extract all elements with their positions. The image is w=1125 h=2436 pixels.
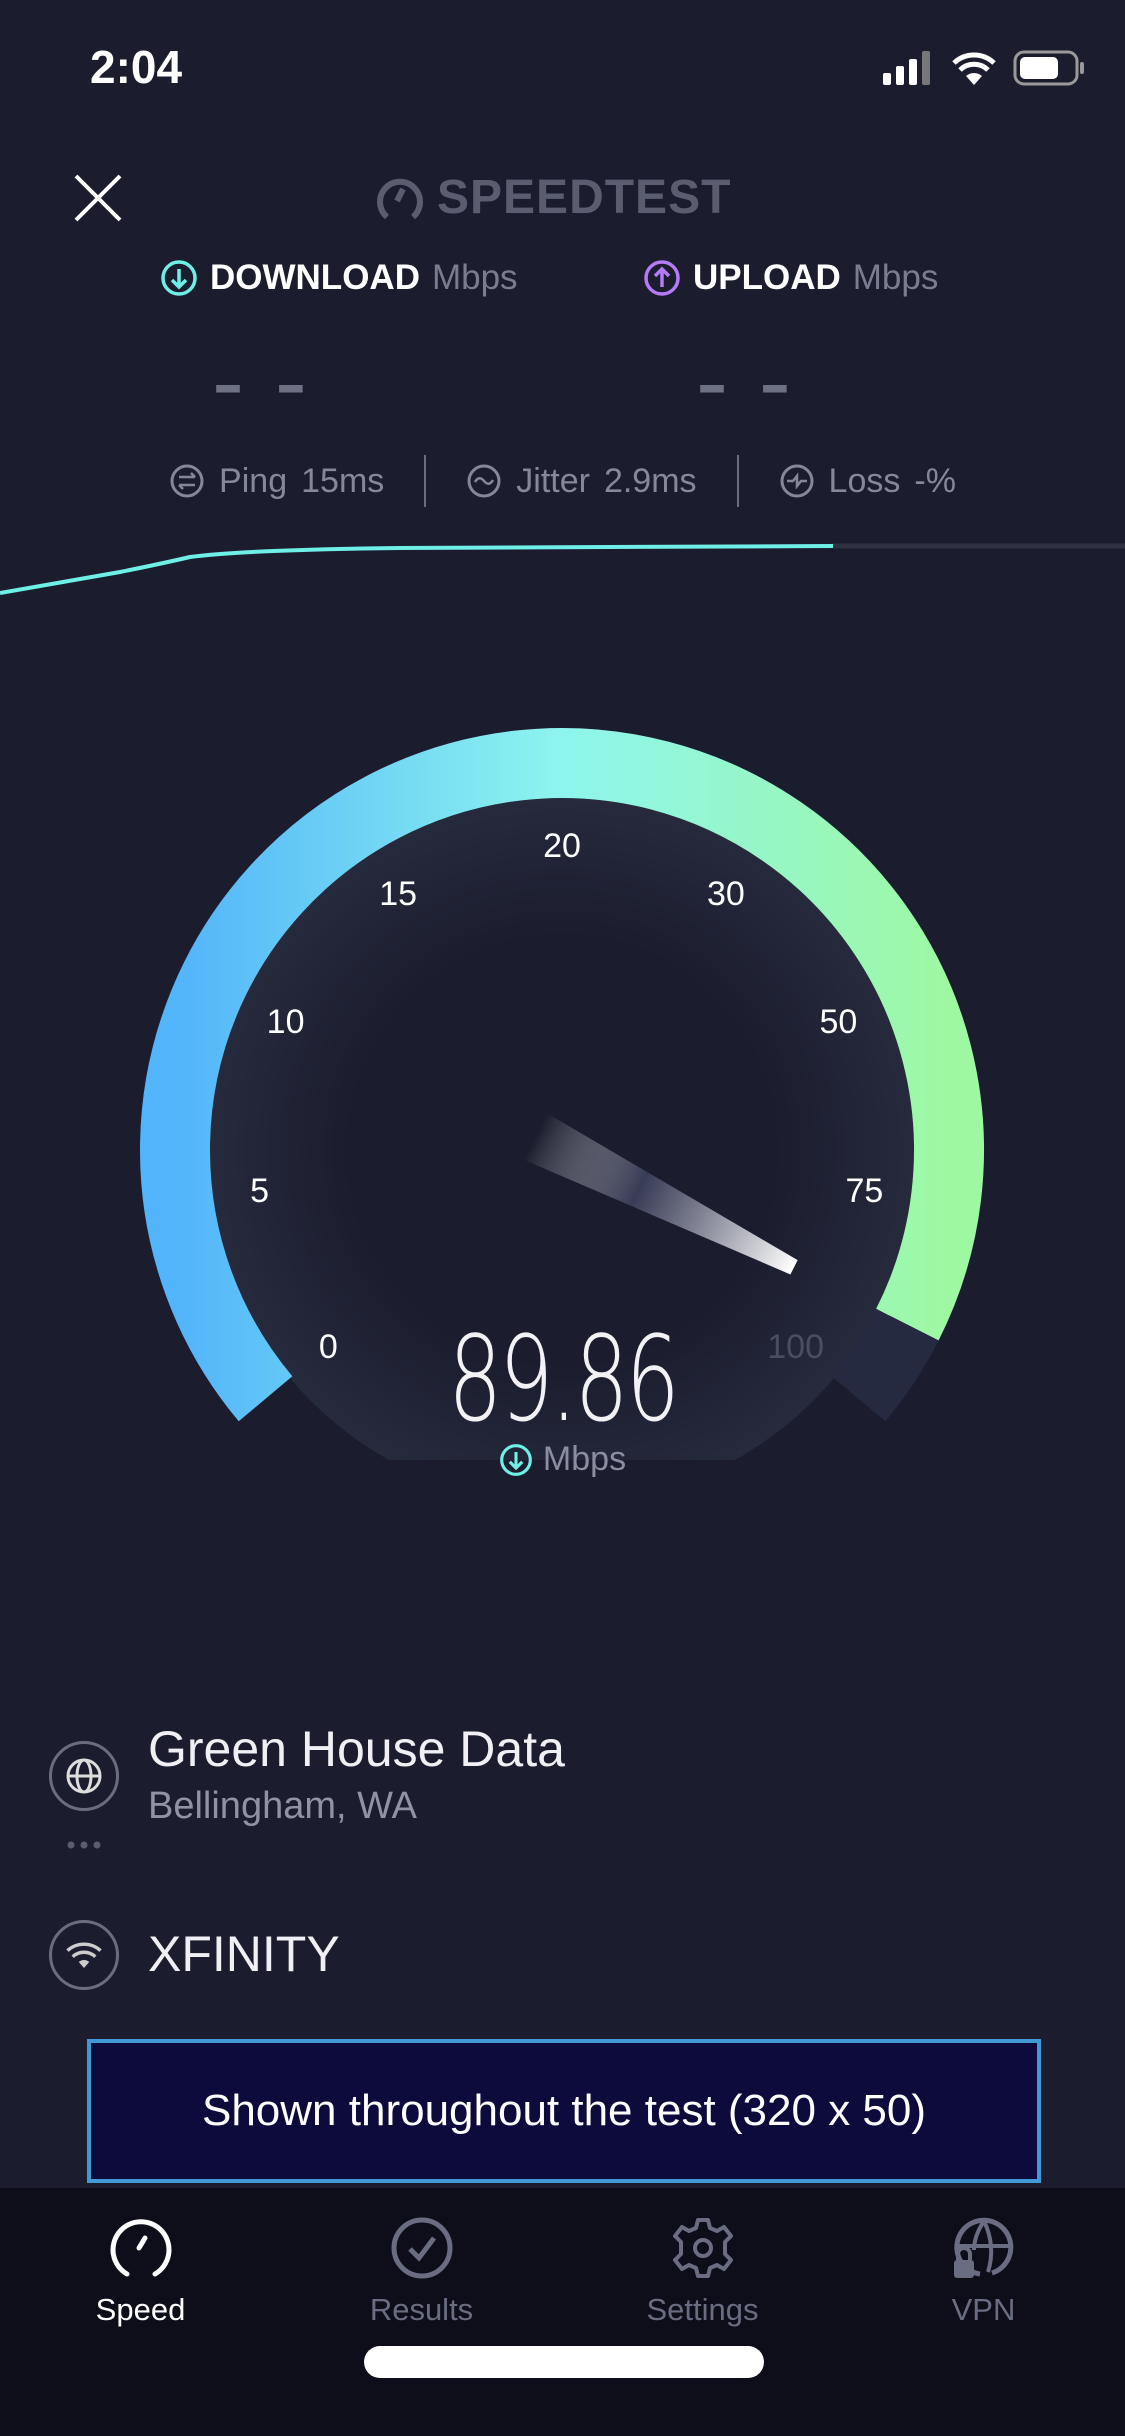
gauge-fill: [140, 728, 984, 1422]
gauge-tick-label: 75: [845, 1172, 883, 1210]
speedometer-logo-icon: [377, 178, 423, 219]
jitter-unit: ms: [651, 461, 697, 500]
speed-unit: Mbps: [0, 1440, 1125, 1479]
divider: [424, 455, 427, 507]
wifi-provider-icon: [49, 1920, 119, 1990]
metrics-row: Ping 15ms Jitter 2.9ms Loss -%: [0, 455, 1125, 507]
upload-label: UPLOAD: [693, 258, 841, 297]
jitter-metric: Jitter 2.9ms: [426, 462, 736, 501]
speed-gauge: 0 5 10 15 20 30 50 75 100: [140, 728, 984, 1460]
tab-label: VPN: [951, 2292, 1016, 2327]
upload-unit: Mbps: [852, 258, 939, 297]
download-arrow-icon: [161, 260, 197, 296]
wifi-icon: [952, 52, 996, 85]
isp-name: XFINITY: [148, 1926, 340, 1982]
gauge-tick-label: 100: [767, 1328, 824, 1366]
download-arrow-icon: [500, 1443, 532, 1476]
speedtest-logo: SPEEDTEST: [375, 170, 731, 225]
download-unit: Mbps: [431, 258, 518, 297]
speed-graph: [0, 543, 1125, 595]
tab-speed[interactable]: Speed: [0, 2188, 281, 2328]
loss-value: -: [914, 461, 926, 500]
tab-bar: Speed Results Settings VPN: [0, 2188, 1125, 2436]
upload-value: – –: [697, 350, 796, 420]
close-icon[interactable]: [70, 170, 126, 226]
jitter-icon: [467, 464, 501, 498]
speed-value: 89.86: [448, 1310, 680, 1448]
speedometer-icon: [110, 2219, 171, 2277]
gauge-tick-label: 0: [319, 1328, 338, 1366]
ad-banner[interactable]: Shown throughout the test (320 x 50): [87, 2039, 1041, 2183]
ping-label: Ping: [219, 461, 288, 500]
ping-value: 15: [301, 461, 339, 500]
speed-unit-label: Mbps: [542, 1440, 627, 1478]
gauge-tick-label: 50: [820, 1003, 858, 1041]
globe-lock-icon: [953, 2217, 1013, 2278]
loss-label: Loss: [828, 461, 901, 500]
tab-settings[interactable]: Settings: [562, 2188, 843, 2328]
tab-results[interactable]: Results: [281, 2188, 562, 2328]
check-circle-icon: [391, 2217, 452, 2279]
home-indicator[interactable]: [364, 2346, 764, 2378]
download-header: DOWNLOAD Mbps: [160, 258, 518, 298]
gauge-needle: [523, 1113, 798, 1275]
jitter-label: Jitter: [516, 461, 590, 500]
ping-metric: Ping 15ms: [129, 462, 424, 501]
loss-metric: Loss -%: [739, 462, 996, 501]
server-location: Bellingham, WA: [148, 1785, 417, 1827]
ping-unit: ms: [338, 461, 385, 500]
status-icons: [883, 50, 1085, 86]
loss-icon: [780, 464, 814, 498]
gauge-tick-label: 10: [267, 1003, 305, 1041]
tab-label: Settings: [646, 2292, 759, 2327]
graph-download-line: [0, 544, 834, 595]
globe-icon[interactable]: [49, 1741, 119, 1811]
gauge-tick-label: 20: [543, 827, 581, 865]
ping-icon: [170, 464, 204, 498]
download-value: – –: [213, 350, 312, 420]
tab-label: Results: [369, 2292, 474, 2327]
gauge-tick-label: 30: [707, 875, 745, 913]
status-time: 2:04: [90, 41, 183, 93]
ad-text: Shown throughout the test (320 x 50): [201, 2086, 927, 2135]
jitter-value: 2.9: [603, 461, 652, 500]
server-name[interactable]: Green House Data: [148, 1721, 565, 1777]
upload-arrow-icon: [644, 260, 680, 296]
upload-header: UPLOAD Mbps: [643, 258, 938, 298]
gauge-tick-label: 5: [250, 1172, 269, 1210]
gauge-tick-label: 15: [379, 875, 417, 913]
battery-icon: [1013, 50, 1084, 86]
download-label: DOWNLOAD: [210, 258, 420, 297]
signal-icon: [883, 51, 930, 85]
gear-icon: [672, 2218, 733, 2278]
tab-vpn[interactable]: VPN: [843, 2188, 1124, 2328]
divider: [736, 455, 739, 507]
logo-text: SPEEDTEST: [437, 171, 732, 224]
more-dots-icon: [67, 1841, 101, 1849]
loss-unit: %: [925, 461, 956, 500]
tab-label: Speed: [95, 2292, 186, 2327]
